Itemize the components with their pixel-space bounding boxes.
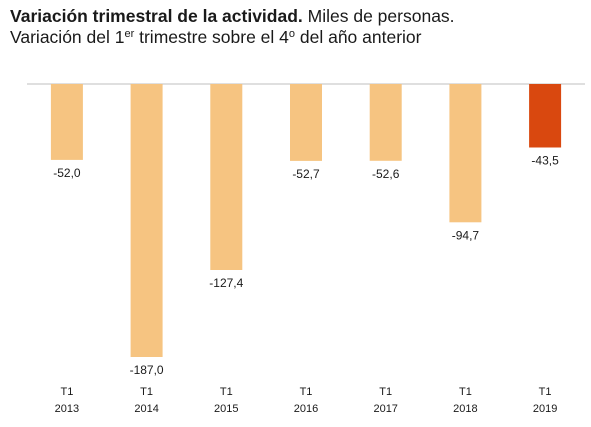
bar: [210, 84, 243, 270]
data-label: -52,6: [372, 167, 400, 181]
bar: [529, 84, 562, 148]
subtitle-superscript-2: o: [288, 28, 296, 40]
subtitle-superscript-1: er: [124, 28, 135, 40]
x-tick-label: T1: [60, 386, 73, 398]
x-tick-label: 2013: [55, 403, 79, 415]
subtitle-part-1: Variación del 1: [10, 27, 125, 47]
x-tick-label: T1: [140, 386, 153, 398]
bar: [369, 84, 402, 161]
data-label: -52,0: [53, 166, 81, 180]
chart-title-rest: Miles de personas.: [307, 6, 455, 26]
chart-title: Variación trimestral de la actividad. Mi…: [10, 6, 585, 27]
x-tick-label: 2016: [294, 403, 318, 415]
bar: [290, 84, 322, 161]
bar: [130, 84, 163, 357]
x-tick-label: 2019: [533, 403, 557, 415]
x-tick-label: T1: [539, 386, 552, 398]
chart-subtitle: Variación del 1er trimestre sobre el 4o …: [10, 27, 585, 48]
x-tick-label: T1: [379, 386, 392, 398]
x-tick-label: 2015: [214, 403, 238, 415]
subtitle-part-2: trimestre sobre el 4: [134, 27, 289, 47]
x-tick-label: 2018: [453, 403, 477, 415]
x-tick-label: T1: [220, 386, 233, 398]
subtitle-part-3: del año anterior: [295, 27, 422, 47]
data-label: -94,7: [452, 228, 480, 242]
chart-title-block: Variación trimestral de la actividad. Mi…: [10, 6, 585, 48]
data-label: -43,5: [531, 154, 559, 168]
bar: [50, 84, 83, 160]
data-label: -187,0: [130, 363, 164, 377]
x-tick-label: 2014: [134, 403, 158, 415]
x-tick-label: T1: [459, 386, 472, 398]
x-tick-label: 2017: [373, 403, 397, 415]
x-tick-label: T1: [300, 386, 313, 398]
chart-title-bold: Variación trimestral de la actividad.: [10, 6, 303, 26]
data-label: -52,7: [292, 167, 320, 181]
data-label: -127,4: [209, 276, 243, 290]
bar: [449, 84, 482, 223]
